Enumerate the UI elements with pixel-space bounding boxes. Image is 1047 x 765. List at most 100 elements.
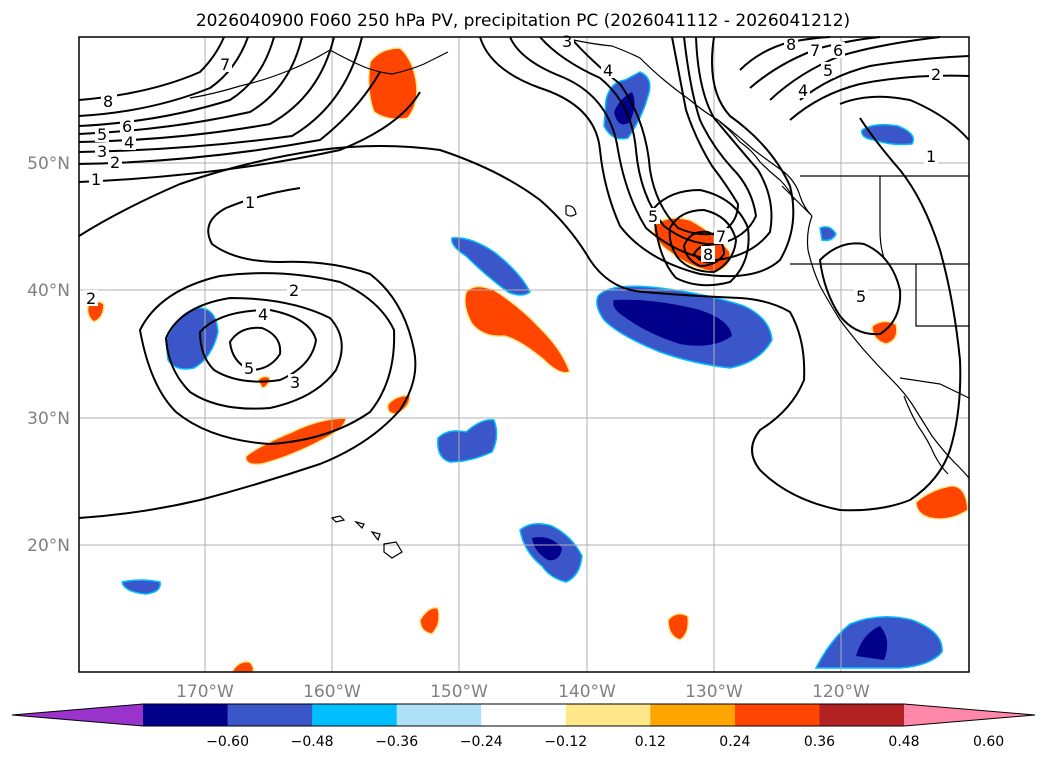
precip-shade-small-pos-1 — [386, 394, 411, 415]
colorbar-tick-label: −0.36 — [375, 734, 418, 750]
lon-label: 120°W — [812, 682, 870, 702]
colorbar-bin — [734, 704, 820, 726]
colorbar-tick-label: −0.24 — [460, 734, 503, 750]
contour-label: 5 — [244, 359, 254, 378]
contour-ne-3 — [799, 55, 970, 101]
contour-2 — [138, 272, 396, 446]
contour-label: 4 — [798, 81, 808, 100]
colorbar-bin — [396, 704, 482, 726]
contour-5 — [228, 326, 282, 372]
precip-shade-small-pos-6 — [230, 660, 255, 673]
contour-label: 3 — [562, 32, 572, 51]
precip-shade-hawaii-neg-core — [532, 537, 562, 561]
contour-label: 1 — [245, 193, 255, 212]
precip-shade-coast-neg — [819, 226, 837, 242]
contour-label: 7 — [220, 55, 230, 74]
precip-shade-central-pos — [464, 285, 571, 374]
colorbar-bin — [819, 704, 905, 726]
precip-shade-sw-neg-core — [856, 626, 888, 660]
map-panel: 8 7 6 5 4 3 2 1 1 2 4 5 3 3 4 5 6 7 8 2 … — [78, 32, 970, 673]
precip-shade-aleutian-pos — [367, 47, 418, 120]
contour-label: 7 — [810, 41, 820, 60]
colorbar-tick-label: 0.12 — [635, 734, 666, 750]
contour-label: 2 — [931, 65, 941, 84]
contour-7-nw — [78, 36, 249, 117]
contour-ne-1 — [839, 95, 970, 141]
colorbar-extend-high — [904, 704, 1035, 726]
contour-label: 5 — [856, 287, 866, 306]
colorbar-tick-label: 0.24 — [719, 734, 750, 750]
contour-ridge-ca — [818, 242, 902, 336]
coastline-small-island — [565, 205, 577, 217]
map-title: 2026040900 F060 250 hPa PV, precipitatio… — [196, 11, 850, 31]
contour-4 — [198, 308, 318, 383]
colorbar — [11, 703, 1036, 727]
contour-1-west — [78, 187, 417, 519]
colorbar-bin — [650, 704, 736, 726]
border-states-2 — [879, 176, 885, 259]
precip-shade-sub-neg — [437, 419, 498, 463]
contour-label: 1 — [926, 147, 936, 166]
lon-label: 160°W — [303, 682, 361, 702]
colorbar-tick-label: 0.36 — [804, 734, 835, 750]
coastline-usa-west — [806, 215, 970, 479]
precip-shade-central-neg — [451, 237, 531, 296]
longitude-labels: 170°W 160°W 150°W 140°W 130°W 120°W — [176, 682, 870, 702]
contour-label: 2 — [289, 281, 299, 300]
contour-label: 3 — [290, 373, 300, 392]
colorbar-extend-low — [12, 704, 143, 726]
hawaii-islands — [330, 515, 403, 559]
colorbar-bin — [481, 704, 567, 726]
precip-shade-small-neg-1 — [121, 579, 161, 595]
border-states-3 — [915, 264, 969, 327]
contour-label: 8 — [786, 35, 796, 54]
contour-trough-2 — [509, 36, 773, 262]
contour-label: 3 — [97, 142, 107, 161]
contour-label: 5 — [97, 125, 107, 144]
colorbar-tick-label: −0.12 — [544, 734, 587, 750]
precip-shade-small-pos-5 — [667, 613, 690, 641]
map-frame — [78, 36, 970, 673]
lat-label: 50°N — [27, 154, 70, 174]
contour-label: 2 — [86, 289, 96, 308]
lat-label: 30°N — [27, 409, 70, 429]
precip-shade-small-pos-4 — [419, 607, 440, 635]
colorbar-bin — [312, 704, 398, 726]
lon-label: 170°W — [176, 682, 234, 702]
contour-label: 6 — [833, 41, 843, 60]
precip-shade-baja-pos — [915, 485, 969, 520]
contour-label: 5 — [823, 61, 833, 80]
contour-label: 4 — [603, 61, 613, 80]
latitude-labels: 50°N 40°N 30°N 20°N — [27, 154, 70, 556]
contour-1-nw — [78, 91, 421, 183]
contour-label: 1 — [91, 170, 101, 189]
coastline-alaska — [559, 36, 813, 217]
contour-label: 4 — [258, 305, 268, 324]
gridlines — [79, 37, 969, 672]
contour-label: 4 — [124, 133, 134, 152]
colorbar-outline — [11, 703, 1036, 727]
precip-shade-trough-neg-core — [613, 299, 732, 346]
lat-label: 40°N — [27, 281, 70, 301]
contour-label: 2 — [110, 153, 120, 172]
contour-trough-7 — [682, 230, 726, 268]
contour-trough-3 — [539, 36, 758, 246]
contour-3 — [164, 296, 343, 410]
lon-label: 130°W — [685, 682, 743, 702]
colorbar-bin — [227, 704, 313, 726]
contour-label: 6 — [122, 117, 132, 136]
coastline-bc — [719, 121, 795, 201]
colorbar-tick-label: 0.48 — [888, 734, 919, 750]
lat-label: 20°N — [27, 536, 70, 556]
colorbar-ticks: −0.60 −0.48 −0.36 −0.24 −0.12 0.12 0.24 … — [206, 734, 1004, 750]
colorbar-tick-label: −0.48 — [291, 734, 334, 750]
contour-label: 5 — [648, 207, 658, 226]
contour-trough-6 — [668, 208, 738, 274]
contour-3-nw — [78, 36, 363, 153]
lon-label: 140°W — [558, 682, 616, 702]
contour-labels: 8 7 6 5 4 3 2 1 1 2 4 5 3 3 4 5 6 7 8 2 … — [84, 32, 943, 392]
aleutian-chain-west — [189, 49, 331, 99]
colorbar-bin — [565, 704, 651, 726]
contour-trough-5 — [652, 188, 750, 287]
